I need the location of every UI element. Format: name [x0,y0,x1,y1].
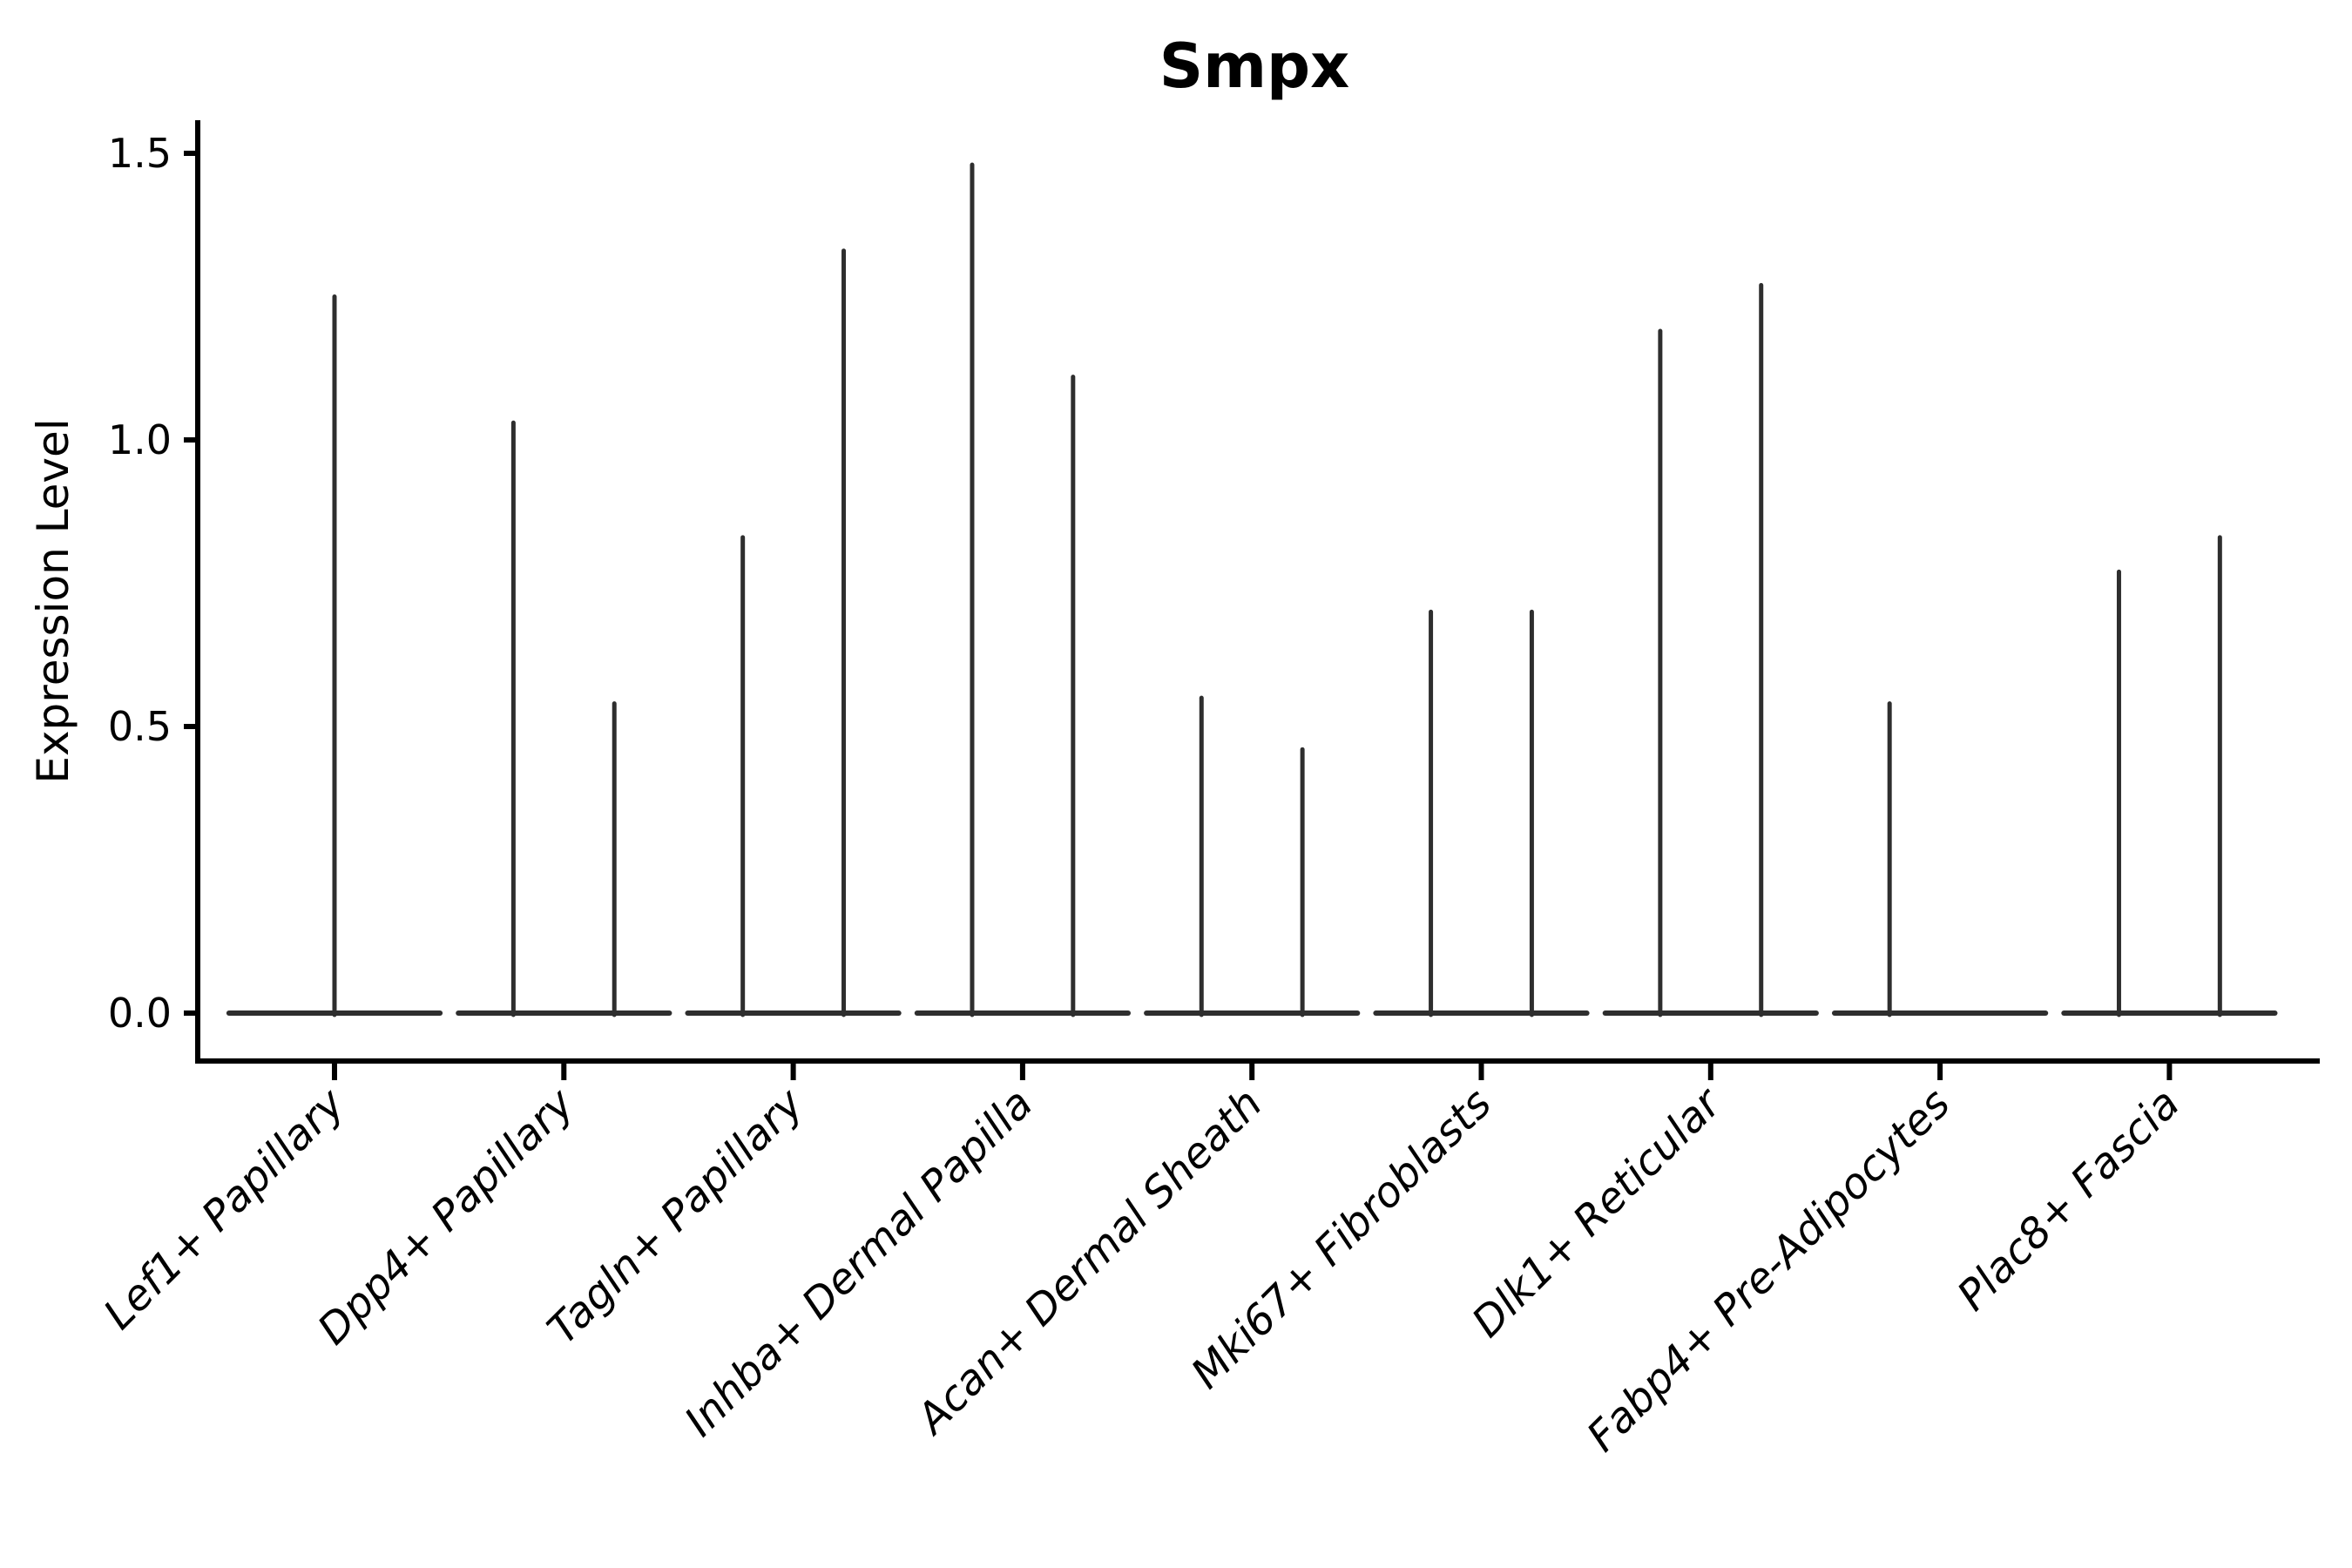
violins-layer [226,162,2278,1017]
violin-group [2061,535,2278,1017]
chart-title: Smpx [1159,30,1350,102]
y-tick-labels-layer: 0.0 0.5 1.0 1.5 [108,130,172,1037]
x-tick-label: Lef1+ Papillary [94,1078,355,1339]
x-tick-label: Dpp4+ Papillary [308,1078,584,1354]
violin-group [456,420,672,1017]
violin-group [1373,609,1590,1017]
x-tick-label: Dlk1+ Reticular [1463,1078,1733,1348]
violin-group [1602,282,1819,1017]
x-tick-label: Tagln+ Papillary [538,1078,814,1354]
x-tick-label: Fabp4+ Pre-Adipocytes [1578,1079,1960,1462]
y-axis-label: Expression Level [28,418,78,783]
y-tick-label: 0.5 [108,703,172,750]
y-tick-label: 0.0 [108,990,172,1037]
violin-group [914,162,1132,1017]
y-tick-label: 1.0 [108,416,172,463]
violin-group [685,248,902,1017]
y-tick-label: 1.5 [108,130,172,177]
x-tick-label: Plac8+ Fascia [1948,1079,2189,1321]
violin-group [1831,701,2049,1017]
violin-group [226,294,443,1017]
axes-layer [184,120,2320,1080]
violin-group [1144,695,1361,1017]
